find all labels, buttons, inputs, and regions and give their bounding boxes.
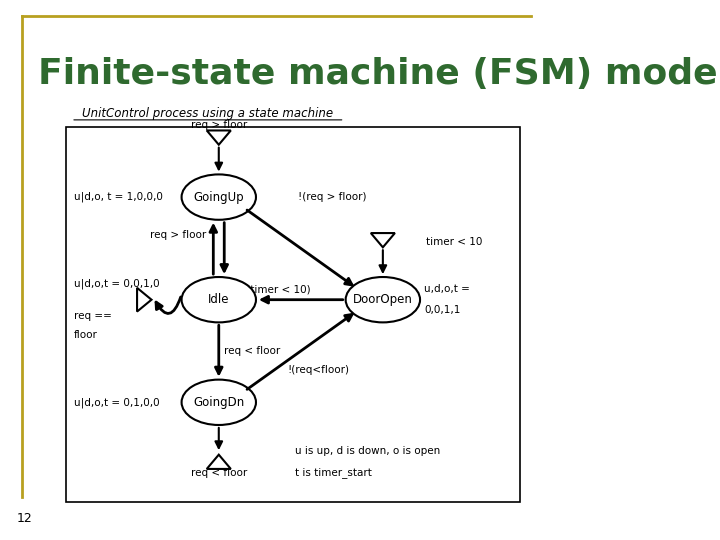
- Ellipse shape: [181, 174, 256, 220]
- Polygon shape: [371, 233, 395, 247]
- Text: u,d,o,t =: u,d,o,t =: [424, 284, 469, 294]
- Text: u|d,o, t = 1,0,0,0: u|d,o, t = 1,0,0,0: [74, 192, 163, 202]
- Text: Finite-state machine (FSM) model: Finite-state machine (FSM) model: [38, 57, 720, 91]
- Text: req ==: req ==: [74, 311, 112, 321]
- Text: timer < 10: timer < 10: [426, 237, 482, 247]
- Text: !(req<floor): !(req<floor): [287, 365, 349, 375]
- Text: u|d,o,t = 0,0,1,0: u|d,o,t = 0,0,1,0: [74, 278, 159, 289]
- Text: Idle: Idle: [208, 293, 230, 306]
- Text: 12: 12: [17, 512, 32, 525]
- Ellipse shape: [346, 277, 420, 322]
- Text: GoingUp: GoingUp: [194, 191, 244, 204]
- Text: t is timer_start: t is timer_start: [295, 467, 372, 478]
- Text: u is up, d is down, o is open: u is up, d is down, o is open: [295, 446, 441, 456]
- Ellipse shape: [181, 277, 256, 322]
- Text: req < floor: req < floor: [191, 468, 247, 478]
- Text: DoorOpen: DoorOpen: [353, 293, 413, 306]
- Polygon shape: [207, 455, 231, 469]
- Text: UnitControl process using a state machine: UnitControl process using a state machin…: [82, 107, 333, 120]
- Text: req > floor: req > floor: [150, 230, 207, 240]
- Text: !(req > floor): !(req > floor): [298, 192, 366, 202]
- Ellipse shape: [181, 380, 256, 425]
- Text: !(timer < 10): !(timer < 10): [242, 284, 310, 294]
- FancyBboxPatch shape: [66, 127, 520, 502]
- Polygon shape: [207, 131, 231, 145]
- Text: req < floor: req < floor: [224, 346, 281, 356]
- Polygon shape: [137, 288, 151, 312]
- Text: req > floor: req > floor: [191, 119, 247, 130]
- Text: floor: floor: [74, 330, 98, 340]
- Text: GoingDn: GoingDn: [193, 396, 244, 409]
- Text: 0,0,1,1: 0,0,1,1: [424, 306, 460, 315]
- Text: u|d,o,t = 0,1,0,0: u|d,o,t = 0,1,0,0: [74, 397, 159, 408]
